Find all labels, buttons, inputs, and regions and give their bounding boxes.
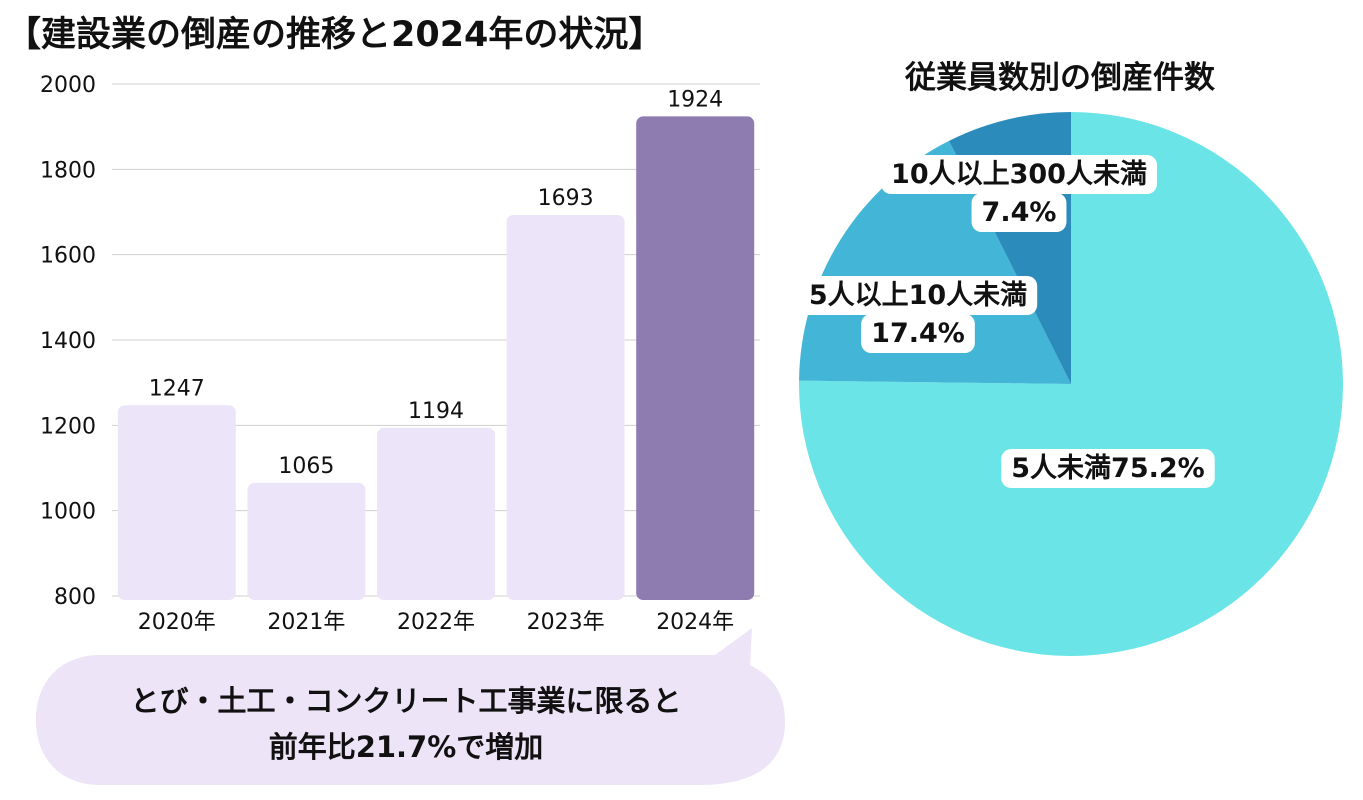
bar: [636, 116, 755, 600]
y-tick-label: 1000: [40, 500, 96, 525]
y-tick-label: 1400: [40, 329, 96, 354]
x-tick-label: 2022年: [397, 610, 475, 635]
y-tick-label: 1600: [40, 244, 96, 269]
x-tick-label: 2023年: [527, 610, 605, 635]
bar-value-label: 1924: [667, 87, 723, 112]
pie-slice-label: 5人未満75.2%: [1001, 449, 1215, 488]
x-tick-label: 2021年: [267, 610, 345, 635]
bar: [377, 427, 495, 600]
pie-label-box: [798, 276, 1038, 315]
pie-slice: [799, 112, 1344, 656]
bar: [506, 214, 625, 600]
pie-label-text: 5人以上10人未満: [809, 280, 1027, 311]
pie-title: 従業員数別の倒産件数: [904, 60, 1215, 96]
x-tick-label: 2024年: [656, 610, 734, 635]
bar: [247, 482, 366, 600]
pie-label-text: 17.4%: [871, 318, 965, 349]
y-tick-label: 800: [54, 585, 96, 610]
bar-value-label: 1693: [538, 186, 594, 211]
pie-label-box: [881, 155, 1157, 194]
pie-label-box: [1001, 449, 1215, 488]
callout-text: とび・土工・コンクリート工事業に限ると 前年比21.7%で増加: [40, 678, 772, 770]
x-tick-label: 2020年: [138, 610, 216, 635]
pie-label-box: [861, 314, 975, 353]
bar-value-label: 1247: [149, 376, 205, 401]
bar-value-label: 1065: [278, 454, 334, 479]
pie-label-text: 7.4%: [982, 197, 1057, 228]
page-title: 【建設業の倒産の推移と2024年の状況】: [6, 15, 664, 55]
bar: [117, 405, 236, 600]
bar-chart: 2000 1800 1600 1400 1200 1000 800 1247 2020年 1065…: [40, 73, 760, 635]
pie-slice-label: 5人以上10人未満 17.4%: [798, 276, 1038, 353]
bar-value-label: 1194: [408, 399, 464, 424]
callout-bubble: [36, 628, 785, 785]
pie-label-text: 10人以上300人未満: [891, 159, 1147, 190]
y-tick-label: 1800: [40, 158, 96, 183]
y-tick-label: 2000: [40, 73, 96, 98]
callout-line-2: 前年比21.7%で増加: [268, 730, 544, 764]
y-tick-label: 1200: [40, 414, 96, 439]
pie-label-box: [971, 193, 1067, 232]
callout-shape: [36, 628, 785, 785]
pie-slice-label: 10人以上300人未満 7.4%: [881, 155, 1157, 232]
pie-label-text: 5人未満75.2%: [1011, 453, 1204, 484]
pie-chart: 従業員数別の倒産件数 5人未満75.2% 5人以上10人未満 17.4% 10人以上30…: [798, 60, 1344, 656]
callout-line-1: とび・土工・コンクリート工事業に限ると: [130, 684, 682, 718]
